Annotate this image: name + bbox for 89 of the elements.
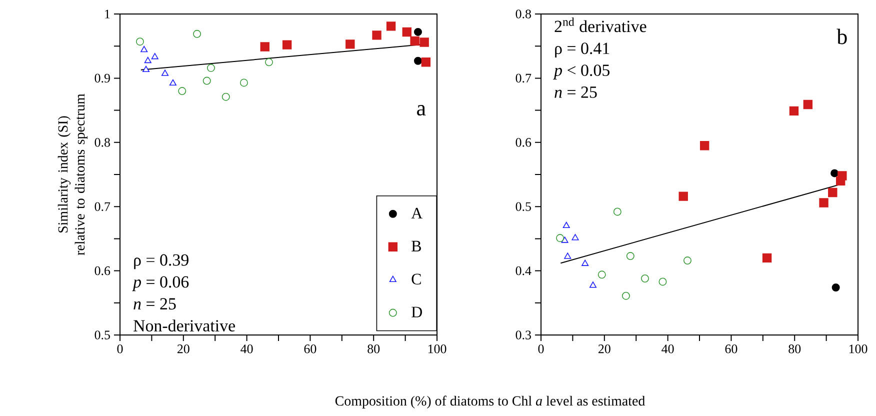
point <box>613 208 622 216</box>
point <box>762 253 772 263</box>
x-tick-label: 80 <box>368 344 380 354</box>
point <box>222 92 230 101</box>
point <box>561 236 568 243</box>
x-tick-label: 100 <box>849 344 868 354</box>
point <box>678 192 688 201</box>
y-tick-label: 0.5 <box>516 202 531 212</box>
point <box>140 46 148 52</box>
point <box>402 27 412 37</box>
point <box>828 188 838 198</box>
x-tick-label: 60 <box>304 344 316 354</box>
point <box>626 252 634 260</box>
y-tick-label: 0.9 <box>94 74 110 83</box>
point <box>178 87 186 96</box>
annotation: p < 0.05 <box>553 64 610 80</box>
x-tick-label: 20 <box>598 344 610 354</box>
point <box>193 30 202 38</box>
point <box>206 64 215 72</box>
point <box>789 106 799 116</box>
point <box>260 42 270 52</box>
x-tick-label: 20 <box>177 344 190 354</box>
x-tick-label: 0 <box>117 344 123 354</box>
point <box>683 256 692 265</box>
point <box>830 169 839 178</box>
legend-label: A <box>411 208 422 218</box>
y-tick-label: 0.6 <box>94 266 110 276</box>
legend-label: B <box>412 240 421 252</box>
x-tick-label: 0 <box>538 344 544 354</box>
point <box>151 53 158 60</box>
point <box>803 100 813 110</box>
x-tick-label: 60 <box>725 344 738 354</box>
annotation: Non-derivative <box>134 320 235 332</box>
point <box>240 78 248 87</box>
y-tick-label: 0.7 <box>94 202 110 212</box>
point <box>144 56 152 64</box>
point <box>386 22 396 31</box>
point <box>700 141 710 150</box>
point <box>264 58 273 66</box>
point <box>202 76 211 85</box>
legend-label: C <box>412 274 421 285</box>
point <box>582 260 589 266</box>
point <box>142 66 150 72</box>
x-tick-label: 40 <box>662 344 674 354</box>
y-tick-label: 0.5 <box>94 330 110 340</box>
legend-label: D <box>412 306 422 318</box>
point <box>562 222 570 228</box>
point <box>414 56 422 65</box>
x-tick-label: 100 <box>428 344 446 354</box>
point <box>819 198 828 208</box>
annotation: n = 25 <box>554 86 597 98</box>
point <box>598 270 606 279</box>
point <box>169 79 176 86</box>
point <box>414 28 422 36</box>
y-tick-label: 0.3 <box>516 330 531 340</box>
y-tick-label: 0.4 <box>516 266 532 276</box>
annotation: ρ = 0.39 <box>134 254 188 270</box>
point <box>421 58 431 67</box>
annotation: n = 25 <box>134 298 176 310</box>
point <box>420 38 429 47</box>
y-tick-label: 1 <box>105 10 110 18</box>
y-tick-label: 0.7 <box>516 74 532 83</box>
x-tick-label: 40 <box>240 344 253 354</box>
point <box>162 70 169 76</box>
point <box>832 283 840 292</box>
y-tick-label: 0.6 <box>516 138 532 147</box>
point <box>622 292 630 300</box>
annotation: 2$^{nd}$ derivative <box>554 18 646 32</box>
annotation: p = 0.06 <box>132 276 189 292</box>
point <box>658 278 667 286</box>
point <box>572 234 579 240</box>
point <box>640 274 649 282</box>
point <box>346 40 355 49</box>
point <box>282 40 292 50</box>
x-tick-label: 80 <box>788 344 801 354</box>
point <box>556 234 564 242</box>
point <box>136 38 144 46</box>
point <box>838 171 847 180</box>
point <box>564 252 572 259</box>
point <box>372 30 382 40</box>
x-axis-title: Composition (%) of diatoms to Chl a level as estimated <box>335 396 645 408</box>
point <box>589 282 597 288</box>
y-axis-title: Similarity index (SI) relative to diatoms spectrum <box>58 94 88 256</box>
y-tick-label: 0.8 <box>516 10 531 18</box>
annotation: a <box>417 105 426 116</box>
point <box>410 36 420 46</box>
y-tick-label: 0.8 <box>94 138 110 147</box>
annotation: b <box>836 28 847 44</box>
annotation: ρ = 0.41 <box>555 42 610 58</box>
